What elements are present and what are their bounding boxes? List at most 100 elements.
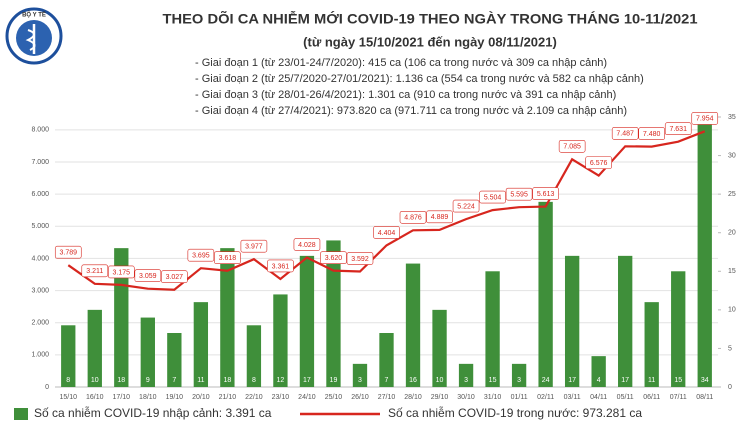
x-tick-label: 21/10 bbox=[219, 394, 237, 401]
bar bbox=[511, 363, 527, 387]
x-tick-label: 18/10 bbox=[139, 394, 157, 401]
chart-subtitle: (từ ngày 15/10/2021 đến ngày 08/11/2021) bbox=[303, 34, 557, 49]
bar bbox=[405, 263, 421, 387]
bar-value-label: 10 bbox=[436, 377, 444, 384]
legend-swatch bbox=[14, 408, 28, 420]
bar bbox=[379, 333, 394, 387]
x-tick-label: 07/11 bbox=[670, 394, 687, 401]
line bbox=[67, 130, 706, 291]
bar-value-label: 34 bbox=[701, 377, 709, 384]
bar-value-label: 16 bbox=[409, 377, 417, 384]
bar bbox=[591, 356, 606, 387]
bar bbox=[644, 302, 659, 387]
x-tick-label: 02/11 bbox=[537, 394, 554, 401]
value-label-box bbox=[214, 251, 241, 265]
bar bbox=[485, 271, 500, 387]
note: - Giai đoạn 4 (từ 27/4/2021): 973.820 ca… bbox=[195, 105, 627, 117]
bar-value-label: 15 bbox=[674, 377, 682, 384]
x-tick-label: 28/10 bbox=[404, 394, 422, 401]
value-label-box bbox=[134, 269, 162, 282]
x-tick-label: 05/11 bbox=[617, 394, 634, 401]
bar-value-label: 4 bbox=[597, 377, 601, 384]
chart-title: THEO DÕI CA NHIỄM MỚI COVID-19 THEO NGÀY… bbox=[163, 10, 698, 27]
value-label-box bbox=[638, 127, 666, 140]
bar-value-label: 17 bbox=[621, 377, 629, 384]
value-label-box bbox=[161, 270, 188, 284]
x-tick-label: 16/10 bbox=[86, 394, 104, 401]
logo: BỘ Y TẾ bbox=[5, 7, 63, 65]
x-tick-label: 26/10 bbox=[351, 394, 369, 401]
bar bbox=[564, 255, 580, 387]
line-value-label: 3.059 bbox=[139, 273, 157, 280]
value-label-box bbox=[267, 259, 294, 273]
bar bbox=[114, 248, 129, 387]
y-tick-label: 6.000 bbox=[31, 191, 49, 198]
notes: - Giai đoạn 1 (từ 23/01-24/7/2020): 415 … bbox=[195, 57, 644, 117]
value-label-box bbox=[532, 187, 559, 200]
bar bbox=[352, 363, 368, 387]
x-tick-label: 20/10 bbox=[192, 394, 210, 401]
y-tick-label: 1.000 bbox=[31, 352, 49, 359]
line-value-label: 3.977 bbox=[245, 244, 263, 251]
value-label-box bbox=[691, 112, 719, 125]
value-label-box bbox=[585, 156, 612, 169]
y2-tick-label: 15 bbox=[728, 268, 736, 275]
x-tick-label: 17/10 bbox=[113, 394, 131, 401]
bar bbox=[220, 248, 235, 387]
line-value-label: 3.592 bbox=[351, 256, 369, 263]
legend-label: Số ca nhiễm COVID-19 trong nước: 973.281… bbox=[388, 405, 642, 420]
line-value-label: 4.404 bbox=[378, 230, 396, 237]
x-tick-label: 22/10 bbox=[245, 394, 263, 401]
line-value-label: 7.954 bbox=[696, 116, 714, 123]
y-tick-label: 7.000 bbox=[31, 159, 49, 166]
bar bbox=[246, 325, 262, 387]
bar bbox=[326, 240, 341, 387]
x-tick-label: 24/10 bbox=[298, 394, 316, 401]
x-tick-label: 04/11 bbox=[590, 394, 607, 401]
y2-tick-label: 5 bbox=[728, 345, 732, 352]
x-tick-label: 03/11 bbox=[564, 394, 581, 401]
value-label-box bbox=[452, 199, 480, 213]
bar-value-label: 12 bbox=[277, 377, 285, 384]
x-tick-label: 01/11 bbox=[511, 394, 528, 401]
legend: Số ca nhiễm COVID-19 nhập cảnh: 3.391 ca… bbox=[14, 405, 642, 420]
y-tick-label: 0 bbox=[45, 384, 49, 391]
x-tick-label: 29/10 bbox=[431, 394, 449, 401]
line-value-label: 5.595 bbox=[510, 192, 528, 199]
bar-value-label: 18 bbox=[223, 377, 231, 384]
line-value-label: 7.631 bbox=[669, 126, 687, 133]
y-tick-label: 3.000 bbox=[31, 287, 49, 294]
value-label-box bbox=[611, 127, 639, 140]
x-tick-label: 19/10 bbox=[166, 394, 184, 401]
bar bbox=[458, 363, 474, 387]
bar bbox=[697, 124, 712, 387]
line-value-label: 4.876 bbox=[404, 215, 422, 222]
x-tick-label: 31/10 bbox=[484, 394, 502, 401]
y-tick-label: 2.000 bbox=[31, 320, 49, 327]
bar-value-label: 17 bbox=[303, 377, 311, 384]
value-label-box bbox=[479, 190, 506, 204]
y-tick-label: 4.000 bbox=[31, 255, 49, 262]
bar bbox=[432, 309, 447, 387]
line-value-label: 3.027 bbox=[166, 274, 184, 281]
line-value-label: 7.085 bbox=[563, 144, 581, 151]
value-label-box bbox=[426, 210, 453, 224]
x-tick-label: 23/10 bbox=[272, 394, 290, 401]
line-value-label: 3.695 bbox=[192, 253, 210, 260]
bar-value-label: 15 bbox=[489, 377, 497, 384]
y2-tick-label: 30 bbox=[728, 152, 736, 159]
value-label-box bbox=[399, 210, 427, 224]
value-label-box bbox=[505, 187, 533, 201]
bar-value-label: 9 bbox=[146, 377, 150, 384]
y-tick-label: 5.000 bbox=[31, 223, 49, 230]
x-tick-label: 30/10 bbox=[457, 394, 475, 401]
y2-tick-label: 20 bbox=[728, 230, 736, 237]
value-label-box bbox=[664, 122, 692, 136]
y2-tick-label: 10 bbox=[728, 307, 736, 314]
line-value-label: 3.620 bbox=[325, 255, 343, 262]
line-value-label: 5.504 bbox=[484, 194, 502, 201]
value-label-box bbox=[320, 251, 347, 264]
bar bbox=[140, 317, 155, 387]
value-label-box bbox=[240, 239, 268, 253]
